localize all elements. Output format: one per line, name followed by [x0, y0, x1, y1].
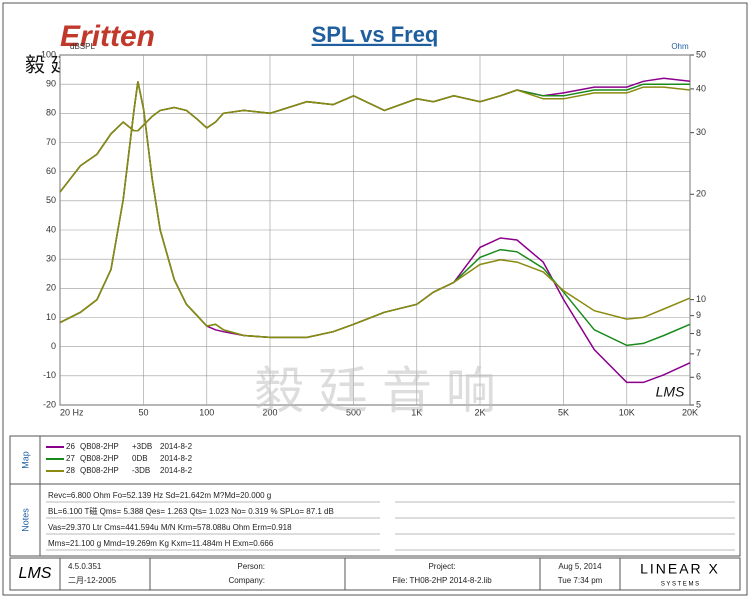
- y2-tick-label: 40: [696, 83, 706, 93]
- y-tick-label: 90: [46, 79, 56, 89]
- notes-lines: Revc=6.800 Ohm Fo=52.139 Hz Sd=21.642m M…: [46, 491, 735, 551]
- y-tick-label: -10: [43, 370, 56, 380]
- person: Person:: [237, 562, 265, 571]
- brand: Eritten: [60, 20, 155, 53]
- y-tick-label: 20: [46, 283, 56, 293]
- x-tick-label: 100: [199, 407, 214, 417]
- x-tick-label: 1K: [411, 407, 422, 417]
- impedance-line: [59, 81, 691, 339]
- map-label: Map: [20, 451, 30, 469]
- y2-axis-label: Ohm: [671, 42, 689, 51]
- map-level: -3DB: [132, 466, 150, 475]
- map-id: 28: [66, 466, 75, 475]
- footer-brand: LINEAR X: [640, 561, 720, 577]
- footer-logo: LMS: [19, 565, 52, 582]
- y2-tick-label: 50: [696, 49, 706, 59]
- x-tick-label: 200: [262, 407, 277, 417]
- x-tick-label: 20K: [682, 407, 698, 417]
- spl-line: [59, 86, 691, 193]
- map-model: QB08-2HP: [80, 466, 119, 475]
- map-model: QB08-2HP: [80, 442, 119, 451]
- company: Company:: [229, 576, 265, 585]
- x-tick-label: 20 Hz: [60, 407, 84, 417]
- map-level: +3DB: [132, 442, 152, 451]
- y2-tick-label: 6: [696, 372, 701, 382]
- footer-brand-sub: S Y S T E M S: [661, 582, 699, 588]
- y-tick-label: 0: [51, 341, 56, 351]
- notes-label: Notes: [20, 508, 30, 532]
- y-tick-label: 30: [46, 254, 56, 264]
- version: 4.5.0.351: [68, 562, 102, 571]
- x-tick-label: 5K: [558, 407, 569, 417]
- map-box: [9, 435, 741, 485]
- notes-box: [9, 483, 741, 557]
- y-tick-label: 60: [46, 166, 56, 176]
- note-line: Vas=29.370 Ltr Cms=441.594u M/N Krm=578.…: [48, 523, 292, 532]
- y-tick-label: 10: [46, 312, 56, 322]
- y-tick-label: 100: [41, 49, 56, 59]
- y2-tick-label: 30: [696, 127, 706, 137]
- map-date: 2014-8-2: [160, 466, 193, 475]
- x-tick-label: 10K: [619, 407, 635, 417]
- y2-tick-label: 5: [696, 399, 701, 409]
- y2-tick-label: 7: [696, 348, 701, 358]
- note-line: Mms=21.100 g Mmd=19.269m Kg Kxm=11.484m …: [48, 539, 274, 548]
- date: Aug 5, 2014: [558, 562, 602, 571]
- y-tick-label: 50: [46, 195, 56, 205]
- map-entries: 26 QB08-2HP +3DB 2014-8-2 27 QB08-2HP 0DB 2014-…: [46, 442, 193, 475]
- y2-tick-label: 9: [696, 310, 701, 320]
- note-line: BL=6.100 T磁 Qms= 5.388 Qes= 1.263 Qts= 1…: [48, 506, 334, 516]
- file: File: TH08-2HP 2014-8-2.lib: [392, 576, 492, 585]
- page-border: [2, 2, 748, 596]
- y2-tick-label: 8: [696, 328, 701, 338]
- map-level: 0DB: [132, 454, 148, 463]
- map-model: QB08-2HP: [80, 454, 119, 463]
- build-date: 二月-12-2005: [68, 576, 117, 585]
- map-date: 2014-8-2: [160, 454, 193, 463]
- x-tick-label: 500: [346, 407, 361, 417]
- map-date: 2014-8-2: [160, 442, 193, 451]
- project: Project:: [428, 562, 455, 571]
- y-tick-label: 70: [46, 137, 56, 147]
- map-id: 26: [66, 442, 75, 451]
- watermark: 毅 廷 音 响: [254, 363, 496, 419]
- note-line: Revc=6.800 Ohm Fo=52.139 Hz Sd=21.642m M…: [48, 491, 271, 500]
- map-id: 27: [66, 454, 75, 463]
- x-tick-label: 50: [139, 407, 149, 417]
- y-tick-label: -20: [43, 399, 56, 409]
- plot: 1009080706050403020100-10-20504030201098…: [41, 49, 706, 417]
- footer-box: [9, 557, 741, 591]
- time: Tue 7:34 pm: [558, 576, 603, 585]
- y-axis-label: dBSPL: [70, 42, 95, 51]
- y-tick-label: 40: [46, 224, 56, 234]
- x-tick-label: 2K: [474, 407, 485, 417]
- y2-tick-label: 20: [696, 189, 706, 199]
- plot-annotation: LMS: [656, 384, 685, 400]
- y2-tick-label: 10: [696, 294, 706, 304]
- y-tick-label: 80: [46, 108, 56, 118]
- chart-title: SPL vs Freq: [312, 22, 439, 47]
